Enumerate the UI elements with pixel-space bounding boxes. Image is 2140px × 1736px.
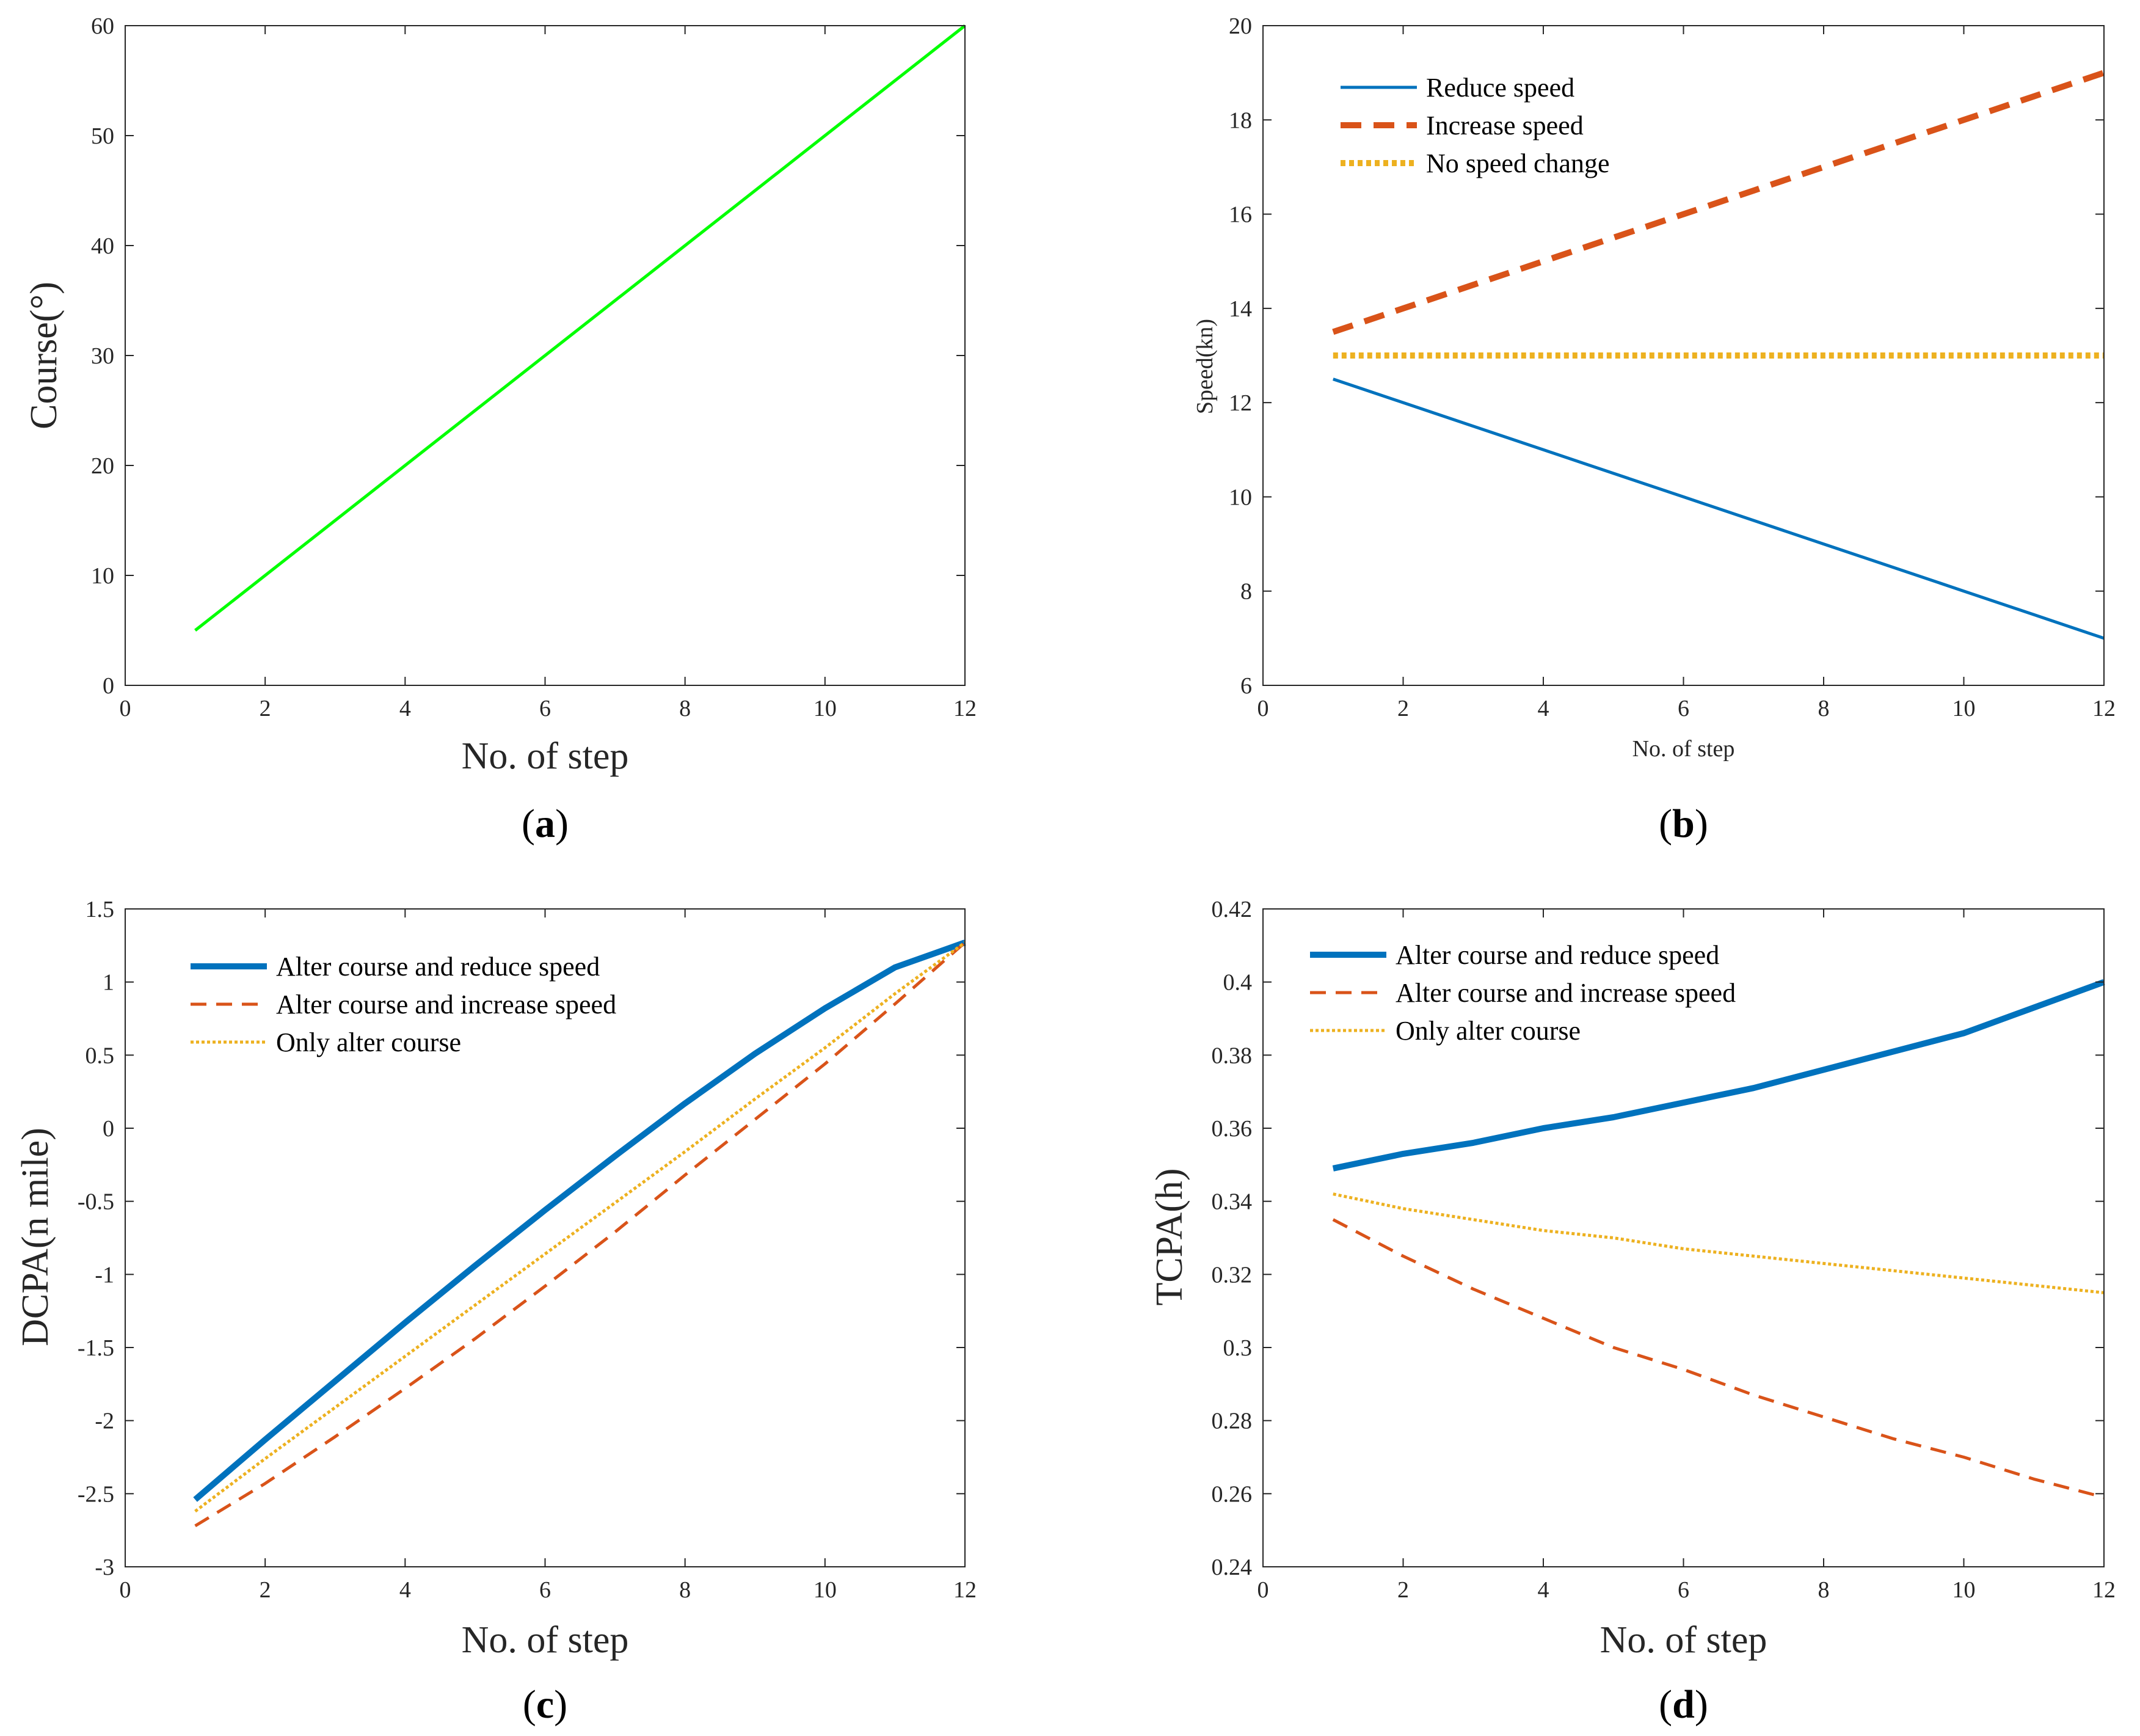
y-tick-label-c-8: 1	[103, 970, 114, 996]
series-line-c-2	[194, 941, 966, 1513]
panel-label-d: (d)	[1659, 1682, 1708, 1727]
legend-label-c-2: Only alter course	[276, 1027, 461, 1057]
series-line-d-1	[1332, 1218, 2105, 1499]
y-tick-label-d-9: 0.42	[1212, 897, 1253, 922]
series-line-d-0	[1332, 979, 2105, 1172]
y-axis-title-d: TCPA(h)	[1149, 1168, 1190, 1305]
x-tick-label-a-0: 0	[120, 696, 131, 721]
x-axis-title-a: No. of step	[462, 735, 629, 777]
y-axis-title-a: Course(°)	[23, 282, 65, 429]
y-tick-label-a-0: 0	[103, 673, 114, 699]
y-tick-label-b-6: 18	[1229, 108, 1252, 133]
y-tick-label-b-2: 10	[1229, 484, 1252, 510]
x-tick-label-a-5: 10	[813, 696, 837, 721]
y-tick-label-b-4: 14	[1229, 296, 1252, 322]
y-tick-label-b-1: 8	[1240, 579, 1252, 605]
y-tick-label-c-4: -1	[95, 1262, 114, 1288]
x-axis-title-c: No. of step	[462, 1619, 629, 1661]
y-tick-label-d-2: 0.28	[1212, 1409, 1253, 1434]
y-tick-label-b-5: 16	[1229, 202, 1252, 228]
x-tick-label-b-1: 2	[1397, 696, 1409, 721]
panel-label-a: (a)	[522, 801, 569, 846]
x-tick-label-a-1: 2	[260, 696, 271, 721]
series-line-c-0	[193, 939, 966, 1502]
x-axis-title-d: No. of step	[1600, 1619, 1767, 1661]
y-tick-label-d-3: 0.3	[1223, 1335, 1253, 1361]
x-tick-label-c-1: 2	[260, 1577, 271, 1603]
x-tick-label-d-4: 8	[1818, 1577, 1830, 1603]
x-tick-label-c-5: 10	[813, 1577, 837, 1603]
x-tick-label-c-2: 4	[399, 1577, 411, 1603]
y-tick-label-a-5: 50	[91, 123, 114, 149]
legend-label-b-2: No speed change	[1426, 148, 1610, 178]
x-tick-label-a-3: 6	[539, 696, 551, 721]
y-tick-label-d-7: 0.38	[1212, 1043, 1253, 1068]
y-axis-title-b: Speed(kn)	[1192, 319, 1218, 414]
legend-label-d-0: Alter course and reduce speed	[1396, 940, 1719, 970]
x-tick-label-d-1: 2	[1397, 1577, 1409, 1603]
x-tick-label-b-5: 10	[1953, 696, 1976, 721]
x-tick-label-c-4: 8	[679, 1577, 691, 1603]
x-tick-label-d-0: 0	[1257, 1577, 1269, 1603]
x-tick-label-c-0: 0	[120, 1577, 131, 1603]
x-tick-label-a-4: 8	[679, 696, 691, 721]
panel-label-b: (b)	[1659, 801, 1708, 846]
x-tick-label-d-6: 12	[2092, 1577, 2116, 1603]
legend-label-b-1: Increase speed	[1426, 111, 1584, 140]
legend-label-c-1: Alter course and increase speed	[276, 990, 616, 1019]
x-tick-label-d-2: 4	[1538, 1577, 1549, 1603]
y-tick-label-a-6: 60	[91, 13, 114, 39]
series-line-c-1	[194, 941, 966, 1528]
x-axis-title-b: No. of step	[1632, 736, 1735, 762]
x-tick-label-b-2: 4	[1538, 696, 1549, 721]
y-tick-label-d-6: 0.36	[1212, 1116, 1253, 1142]
y-tick-label-a-1: 10	[91, 563, 114, 589]
x-tick-label-b-6: 12	[2092, 696, 2116, 721]
chart-a: 0 2 4 6 8 10 12 0 10 20 30 40 50 60 No. of step Course(…	[23, 13, 977, 846]
y-tick-label-d-1: 0.26	[1212, 1481, 1253, 1507]
y-tick-label-a-2: 20	[91, 453, 114, 479]
y-axis-title-c: DCPA(n mile)	[15, 1128, 56, 1346]
y-tick-label-c-5: -0.5	[78, 1189, 114, 1215]
y-tick-label-b-0: 6	[1240, 673, 1252, 699]
x-tick-label-d-3: 6	[1678, 1577, 1689, 1603]
legend-label-b-0: Reduce speed	[1426, 73, 1574, 103]
y-tick-label-c-2: -2	[95, 1409, 114, 1434]
y-tick-label-d-8: 0.4	[1223, 970, 1253, 996]
y-tick-label-b-7: 20	[1229, 13, 1252, 39]
y-tick-label-c-1: -2.5	[78, 1481, 114, 1507]
series-line-b-1	[1332, 70, 2105, 335]
y-tick-label-d-5: 0.34	[1212, 1189, 1253, 1215]
chart-c: 0 2 4 6 8 10 12 -3 -2.5 -2 -1.5 -1 -0.5 0 0.5 1 1.5 No. o…	[15, 897, 977, 1727]
y-tick-label-a-3: 30	[91, 343, 114, 369]
y-tick-label-c-3: -1.5	[78, 1335, 114, 1361]
y-tick-label-a-4: 40	[91, 233, 114, 259]
x-tick-label-b-3: 6	[1678, 696, 1689, 721]
legend-label-d-1: Alter course and increase speed	[1396, 978, 1736, 1008]
y-tick-label-c-9: 1.5	[86, 897, 115, 922]
x-tick-label-b-4: 8	[1818, 696, 1830, 721]
y-tick-label-c-7: 0.5	[86, 1043, 115, 1068]
legend-label-c-0: Alter course and reduce speed	[276, 952, 600, 982]
series-line-a-0	[194, 24, 966, 632]
y-tick-label-b-3: 12	[1229, 390, 1252, 416]
legend-label-d-2: Only alter course	[1396, 1016, 1581, 1046]
chart-b: 0 2 4 6 8 10 12 6 8 10 12 14 16 18 20 No. of step Speed(…	[1192, 13, 2116, 846]
y-tick-label-c-0: -3	[95, 1555, 114, 1580]
x-tick-label-d-5: 10	[1953, 1577, 1976, 1603]
x-tick-label-a-6: 12	[953, 696, 977, 721]
y-tick-label-c-6: 0	[103, 1116, 114, 1142]
x-tick-label-a-2: 4	[399, 696, 411, 721]
series-line-b-0	[1333, 377, 2105, 640]
x-tick-label-c-6: 12	[953, 1577, 977, 1603]
panel-label-c: (c)	[523, 1682, 567, 1727]
chart-d: 0 2 4 6 8 10 12 0.24 0.26 0.28 0.3 0.32 0.34 0.36 0.38…	[1149, 897, 2116, 1727]
y-tick-label-d-4: 0.32	[1212, 1262, 1253, 1288]
x-tick-label-b-0: 0	[1257, 696, 1269, 721]
x-tick-label-c-3: 6	[539, 1577, 551, 1603]
y-tick-label-d-0: 0.24	[1212, 1555, 1253, 1580]
